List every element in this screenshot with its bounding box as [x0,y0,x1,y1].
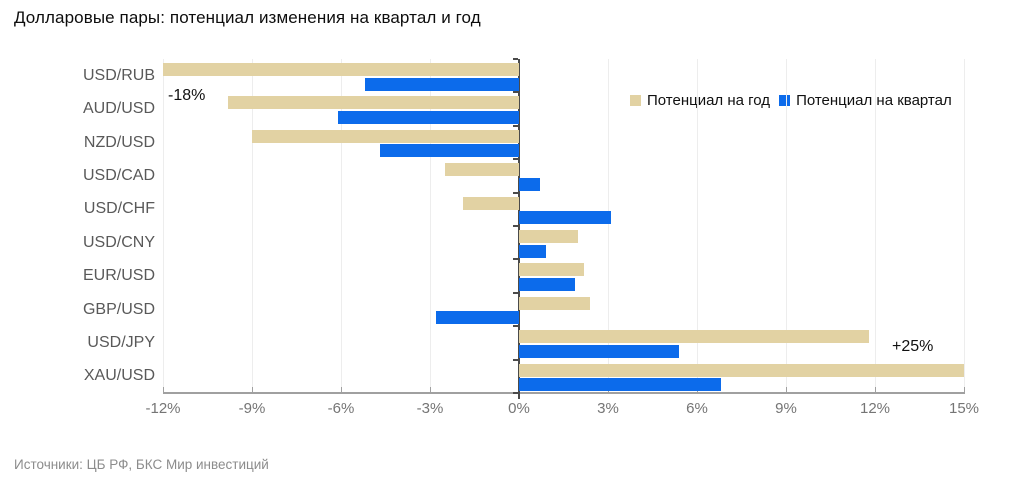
gridline [162,59,164,393]
zero-axis-tick [513,258,518,261]
zero-axis-tick [513,358,518,361]
zero-axis-tick [513,325,518,328]
year-bar [228,96,519,110]
x-axis-tick-label: 6% [686,400,708,417]
chart-title: Долларовые пары: потенциал изменения на … [14,8,481,27]
x-axis-tick [341,387,342,393]
year-bar [519,330,870,344]
x-axis-tick [163,387,164,393]
year-bar [462,196,519,210]
year-bar [519,263,585,277]
x-axis-tick [786,387,787,393]
gridline [785,59,787,393]
quarter-bar [519,211,611,225]
x-axis-line [163,392,965,394]
quarter-bar [519,378,721,392]
quarter-bar [519,277,576,291]
zero-axis-line [518,59,520,399]
quarter-bar [338,110,519,124]
year-bar [444,163,519,177]
legend-item-year: Потенциал на год [630,92,770,109]
quarter-series-swatch-icon [779,95,791,106]
gridline [251,59,253,393]
x-axis-tick [430,387,431,393]
category-label: XAU/USD [83,367,155,385]
x-axis-tick [964,387,965,393]
category-label: USD/CNY [82,233,155,251]
year-bar [163,63,519,76]
x-axis-tick-label: -6% [327,400,355,417]
year-bar [519,363,964,377]
quarter-bar [519,244,546,258]
quarter-bar [519,344,680,358]
x-axis-tick [875,387,876,393]
source-caption: Источники: ЦБ РФ, БКС Мир инвестиций [14,457,269,472]
x-axis-tick-label: 15% [948,400,980,417]
x-axis-tick-label: -3% [416,400,444,417]
zero-axis-tick [513,158,518,161]
zero-axis-tick [513,91,518,94]
legend-item-quarter-label: Потенциал на квартал [796,92,952,109]
category-label: USD/RUB [82,66,155,84]
category-label: GBP/USD [82,300,155,318]
gridline [607,59,609,393]
x-axis-tick-label: 9% [775,400,797,417]
quarter-bar [364,77,519,91]
category-label: EUR/USD [82,267,155,285]
quarter-bar [519,177,540,191]
year-bar [519,230,579,243]
year-bar [252,129,519,143]
zero-axis-tick [513,225,518,227]
bar-value-annotation: +25% [892,338,934,355]
category-label: USD/CAD [82,166,155,184]
bar-value-annotation: -18% [168,87,206,104]
category-label: USD/CHF [83,200,155,218]
quarter-bar [379,144,519,158]
legend-item-year-label: Потенциал на год [647,92,771,109]
x-axis-tick-label: -12% [145,400,181,417]
year-bar [519,296,591,310]
x-axis-tick-label: 0% [508,400,530,417]
x-axis-tick-label: 12% [859,400,891,417]
zero-axis-tick [513,392,518,394]
zero-axis-tick [513,124,518,127]
gridline [874,59,876,393]
legend-item-quarter: Потенциал на квартал [779,92,952,109]
x-axis-tick-label: -9% [238,400,266,417]
quarter-bar [435,311,519,325]
x-axis-tick-label: 3% [597,400,619,417]
zero-axis-tick [513,291,518,294]
category-label: NZD/USD [83,133,155,151]
zero-axis-tick [513,191,518,194]
zero-axis-tick [513,58,518,60]
legend: Потенциал на год Потенциал на квартал [630,92,952,109]
gridline [696,59,698,393]
x-axis-tick [252,387,253,393]
category-label: USD/JPY [87,333,155,351]
category-label: AUD/USD [82,100,155,118]
year-series-swatch-icon [630,95,641,106]
gridline [963,59,965,393]
gridline [340,59,342,393]
gridline [429,59,431,393]
